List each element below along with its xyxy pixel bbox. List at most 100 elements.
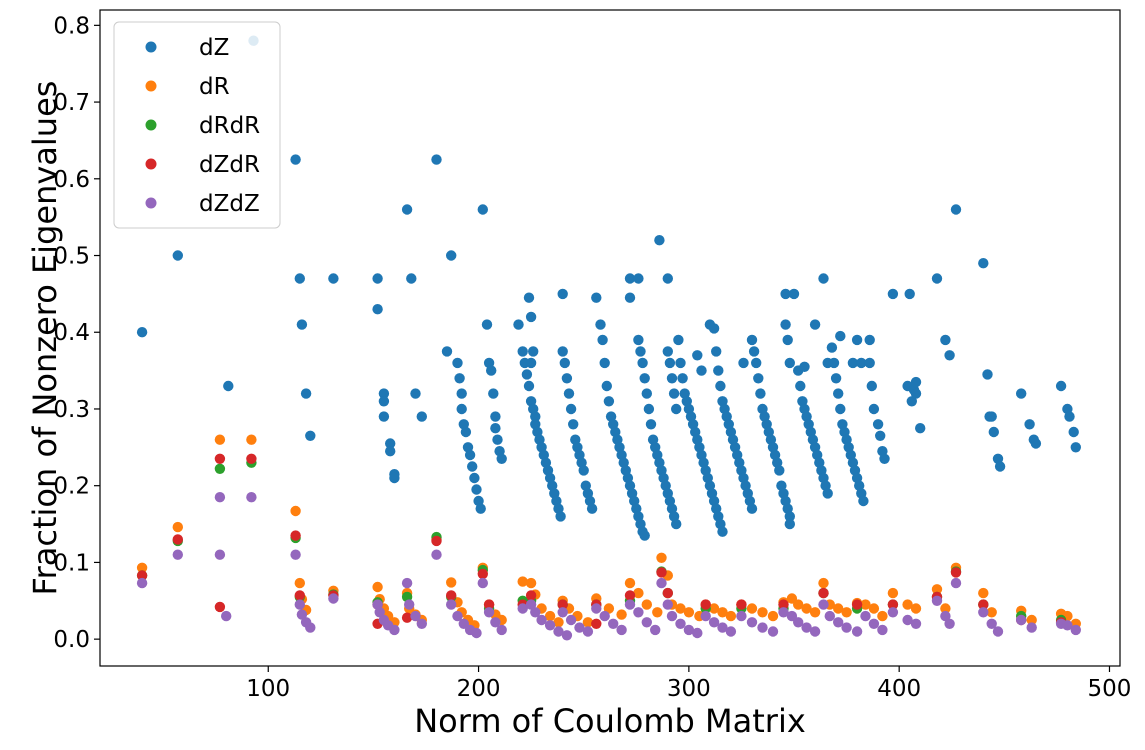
data-point-dZ (864, 357, 875, 369)
data-point-dZ (654, 235, 665, 246)
legend-label-dZdZ: dZdZ (199, 191, 260, 217)
data-point-dR (860, 599, 871, 610)
data-point-dR (877, 610, 888, 622)
data-point-dZ (940, 334, 951, 346)
data-point-dR (986, 607, 997, 618)
data-point-dZdZ (404, 599, 415, 610)
data-point-dZdZ (136, 577, 148, 589)
data-point-dZdZ (553, 626, 564, 637)
data-point-dZdR (477, 568, 488, 580)
x-tick-label: 100 (246, 676, 290, 702)
data-point-dZ (788, 288, 800, 300)
data-point-dZdZ (910, 618, 922, 629)
data-point-dZ (416, 411, 427, 422)
data-point-dZ (568, 419, 579, 430)
data-point-dZ (711, 346, 722, 357)
data-point-dZ (525, 357, 537, 369)
data-point-dZ (696, 365, 707, 376)
data-point-dZdZ (725, 626, 737, 637)
legend-marker-dR (145, 80, 157, 92)
data-point-dZ (300, 388, 312, 399)
x-tick-label: 300 (667, 676, 711, 702)
data-point-dZ (389, 472, 400, 484)
y-tick-label: 0.4 (53, 320, 90, 346)
data-point-dZdZ (692, 627, 703, 639)
data-point-dZ (774, 465, 785, 476)
data-point-dZ (378, 396, 390, 407)
data-point-dZdZ (940, 610, 951, 622)
data-point-dZ (668, 388, 680, 399)
data-point-dZ (780, 288, 791, 300)
data-point-dR (582, 617, 594, 628)
data-point-dZ (578, 465, 589, 476)
data-point-dZdZ (557, 607, 568, 618)
data-point-dZ (525, 311, 537, 323)
data-point-dZdZ (700, 610, 711, 622)
data-point-dZ (677, 373, 688, 384)
data-point-dZdZ (860, 610, 871, 622)
data-point-dZ (477, 204, 488, 215)
data-point-dZ (864, 334, 875, 346)
y-tick-label: 0.1 (53, 550, 90, 576)
data-point-dZ (675, 357, 686, 369)
data-point-dZ (456, 388, 467, 399)
data-point-dZ (671, 403, 682, 415)
data-point-dZdZ (328, 593, 339, 604)
data-point-dZdZ (666, 610, 678, 622)
data-point-dZ (595, 319, 606, 330)
data-point-dZ (713, 365, 724, 376)
data-point-dZdZ (172, 549, 183, 560)
legend-marker-dZdZ (145, 197, 157, 209)
data-point-dZdZ (496, 624, 507, 636)
data-point-dR (246, 434, 257, 445)
data-point-dZdZ (746, 617, 758, 628)
data-point-dZ (637, 357, 648, 369)
data-point-dZ (496, 453, 507, 464)
data-point-dZdR (525, 590, 537, 601)
data-point-dZ (385, 438, 396, 449)
data-point-dZdZ (221, 610, 232, 622)
data-point-dZdZ (675, 618, 686, 629)
data-point-dZdZ (305, 622, 316, 633)
data-point-dZdZ (374, 607, 385, 618)
x-axis-ticks: 100 200 300 400 500 (246, 666, 1131, 702)
data-point-dZdR (290, 530, 301, 541)
data-point-dZ (513, 319, 524, 330)
data-point-dZ (910, 376, 922, 388)
data-point-dZ (599, 357, 610, 369)
data-point-dZdZ (868, 618, 880, 629)
data-point-dZ (475, 503, 486, 514)
data-point-dZ (1030, 438, 1042, 449)
data-point-dZdZ (582, 626, 594, 637)
data-point-dZ (1064, 411, 1075, 422)
data-point-dR (656, 552, 667, 563)
data-point-dZdZ (641, 617, 652, 628)
data-point-dZdZ (416, 618, 427, 629)
data-point-dZ (530, 411, 541, 422)
data-point-dR (652, 607, 663, 618)
data-point-dZdR (214, 453, 226, 464)
data-point-dR (616, 609, 627, 620)
data-point-dR (717, 607, 728, 618)
data-point-dZdZ (992, 626, 1004, 637)
data-point-dZ (872, 419, 884, 430)
data-point-dZ (557, 288, 568, 300)
legend-marker-dRdR (145, 119, 157, 131)
data-point-dZdZ (574, 622, 585, 633)
data-point-dZdZ (757, 622, 768, 633)
data-point-dZ (994, 461, 1006, 472)
data-point-dZdZ (483, 607, 495, 618)
data-point-dZ (555, 511, 566, 522)
data-point-dR (372, 581, 383, 593)
data-point-dR (868, 603, 880, 614)
data-point-dZ (385, 446, 396, 457)
data-point-dR (793, 599, 804, 610)
data-point-dZdZ (841, 622, 852, 633)
data-point-dZdZ (950, 577, 962, 589)
legend-box (113, 21, 281, 229)
data-point-dZdR (950, 567, 962, 578)
data-points (136, 35, 1082, 641)
data-point-dZ (858, 495, 869, 507)
data-point-dZ (751, 357, 762, 369)
